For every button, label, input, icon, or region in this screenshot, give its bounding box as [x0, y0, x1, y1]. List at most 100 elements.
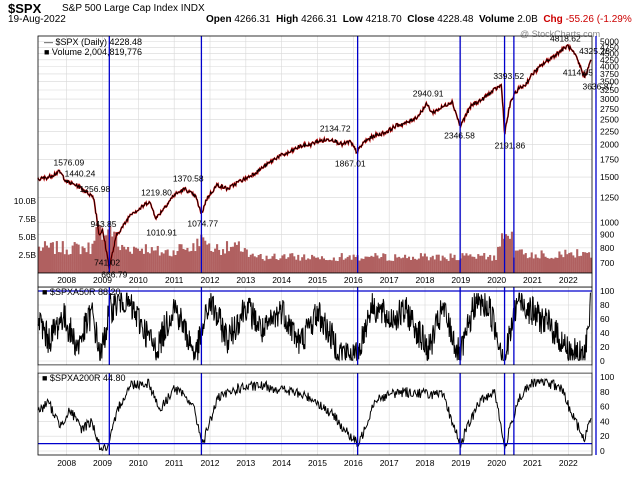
price-annotation: 1440.24 [65, 169, 96, 179]
volume-bar [415, 259, 419, 273]
year-tick-label: 2011 [165, 275, 184, 285]
volume-bar [196, 238, 199, 273]
volume-bar [91, 243, 94, 273]
ohlc-readout: Open 4266.31 High 4266.31 Low 4218.70 Cl… [206, 14, 632, 25]
volume-bar [443, 257, 446, 273]
volume-bar [574, 257, 577, 273]
volume-bar [489, 254, 492, 273]
indicator-tick-label: 20 [600, 342, 610, 352]
volume-bar [38, 246, 41, 273]
volume-bar [388, 260, 391, 273]
year-tick-label: 2014 [272, 458, 291, 468]
volume-bar [225, 241, 229, 273]
volume-bar [235, 244, 238, 273]
volume-bar [255, 257, 258, 273]
volume-bar [279, 258, 282, 273]
volume-bar [297, 254, 300, 273]
volume-bar [372, 256, 375, 273]
price-annotation: 4325.28 [579, 46, 610, 56]
year-tick-label: 2012 [201, 275, 220, 285]
volume-bar [576, 249, 579, 273]
volume-bar [269, 258, 272, 273]
volume-bar [457, 260, 460, 273]
volume-bar [504, 234, 508, 273]
volume-bar [95, 227, 98, 273]
volume-bar [178, 244, 181, 273]
price-tick-label: 3250 [600, 85, 619, 95]
volume-bar [65, 249, 68, 273]
volume-bar [83, 248, 86, 273]
volume-bar [439, 260, 442, 273]
volume-bar [73, 242, 76, 273]
volume-bar [455, 260, 458, 273]
price-tick-label: 2500 [600, 115, 619, 125]
volume-bar [368, 256, 371, 273]
volume-bar [176, 251, 179, 273]
volume-bar [172, 250, 175, 273]
volume-bar [451, 257, 454, 273]
index-name: S&P 500 Large Cap Index INDX [62, 3, 205, 14]
volume-bar [148, 253, 151, 273]
volume-bar [71, 245, 74, 273]
volume-bar [144, 244, 147, 273]
year-tick-label: 2022 [559, 458, 578, 468]
volume-bar [239, 251, 242, 273]
volume-bar [194, 251, 197, 273]
indicator-tick-label: 80 [600, 387, 610, 397]
volume-bar [107, 229, 110, 273]
year-tick-label: 2010 [129, 275, 148, 285]
year-tick-label: 2016 [344, 458, 363, 468]
volume-bar [214, 248, 217, 273]
volume-bar [79, 254, 82, 273]
volume-bar [249, 254, 252, 273]
volume-tick-label: 2.5B [19, 250, 37, 260]
volume-bar [212, 251, 215, 273]
volume-bar [285, 258, 288, 273]
volume-bar [218, 249, 221, 273]
volume-bar [520, 249, 523, 273]
price-annotation: 3393.52 [493, 71, 524, 81]
volume-bar [485, 259, 488, 273]
indicator-tick-label: 100 [600, 372, 614, 382]
volume-bar [206, 244, 209, 273]
volume-bar [346, 256, 349, 273]
volume-bar [465, 253, 468, 273]
volume-bar [277, 260, 280, 273]
year-tick-label: 2014 [272, 275, 291, 285]
volume-bar [578, 256, 581, 273]
volume-bar [538, 258, 541, 273]
volume-tick-label: 5.0B [19, 232, 37, 242]
volume-bar [586, 252, 589, 273]
volume-bar [471, 256, 474, 273]
volume-bar [53, 253, 56, 273]
price-tick-label: 4750 [600, 42, 619, 52]
year-tick-label: 2009 [93, 458, 112, 468]
price-tick-label: 4000 [600, 62, 619, 72]
volume-bar [318, 259, 322, 273]
volume-bar [536, 257, 539, 273]
volume-bar [497, 246, 500, 273]
price-tick-label: 3000 [600, 94, 619, 104]
volume-bar [299, 260, 302, 273]
volume-bar [524, 253, 527, 273]
year-tick-label: 2021 [523, 275, 542, 285]
volume-bar [382, 253, 385, 273]
volume-bar [125, 249, 128, 273]
volume-bar [113, 231, 116, 273]
year-tick-label: 2022 [559, 275, 578, 285]
volume-bar [85, 252, 88, 273]
volume-bar [45, 245, 49, 273]
volume-bar [174, 254, 177, 273]
volume-bar [156, 245, 159, 273]
volume-bar [390, 260, 393, 273]
volume-bar [342, 259, 345, 273]
year-tick-label: 2017 [380, 458, 399, 468]
price-annotation: 4114.65 [563, 67, 593, 77]
volume-bar [334, 260, 337, 273]
volume-bar [243, 248, 246, 273]
volume-bar [170, 256, 173, 273]
indicator-tick-label: 0 [600, 356, 605, 366]
volume-bar [136, 248, 140, 273]
volume-legend: ■ Volume 2,004,819,776 [44, 47, 142, 57]
volume-bar [330, 260, 333, 273]
